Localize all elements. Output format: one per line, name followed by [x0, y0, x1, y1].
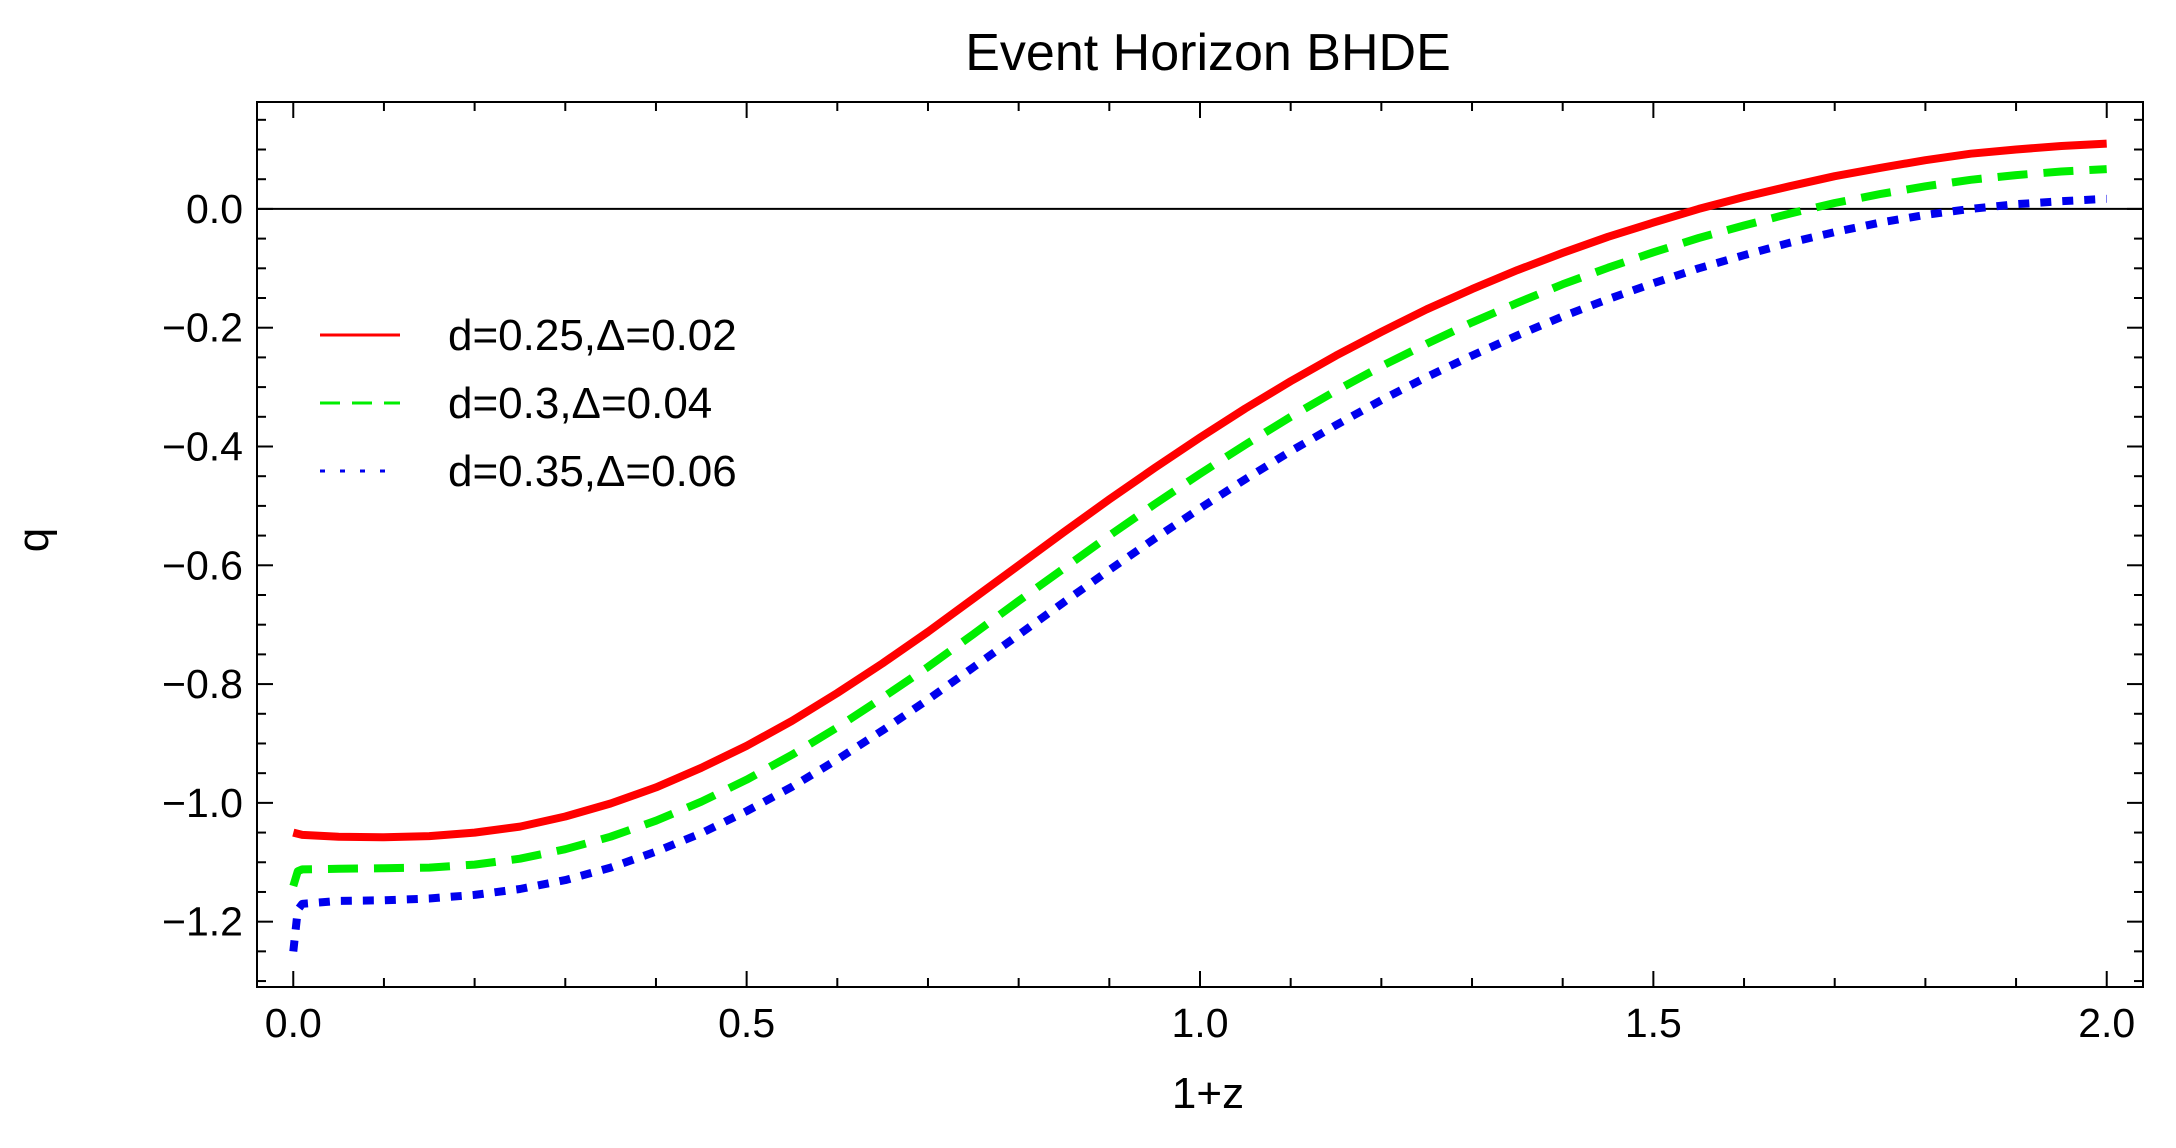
chart-title: Event Horizon BHDE: [965, 24, 1451, 82]
y-axis-title: q: [9, 528, 58, 552]
axis-ticks: [257, 102, 2143, 987]
y-tick-label: −0.2: [162, 305, 243, 351]
y-tick-label: −1.2: [162, 899, 243, 945]
series-line-1: [292, 139, 2107, 842]
y-tick-label: −0.8: [162, 661, 243, 707]
x-tick-label: 0.0: [265, 1000, 322, 1046]
y-tick-label: −0.6: [162, 542, 243, 588]
x-axis-title: 1+z: [1172, 1069, 1244, 1118]
y-tick-label: 0.0: [186, 186, 243, 232]
tick-labels: 0.0 0.5 1.0 1.5 2.0 0.0 −0.2 −0.4 −0.6 −0.8 −1.0 −1…: [162, 186, 2135, 1046]
series-group: [289, 139, 2107, 952]
x-tick-label: 1.5: [1625, 1000, 1682, 1046]
series-line-3: [289, 194, 2107, 952]
legend-label-2: d=0.3,Δ=0.04: [448, 379, 712, 428]
y-tick-label: −1.0: [162, 780, 243, 826]
legend-label-3: d=0.35,Δ=0.06: [448, 447, 737, 496]
legend: d=0.25,Δ=0.02 d=0.3,Δ=0.04 d=0.35,Δ=0.06: [320, 311, 737, 496]
x-tick-label: 0.5: [718, 1000, 775, 1046]
x-tick-label: 1.0: [1172, 1000, 1229, 1046]
series-line-2: [289, 165, 2107, 888]
x-tick-label: 2.0: [2078, 1000, 2135, 1046]
y-tick-label: −0.4: [162, 423, 243, 469]
legend-label-1: d=0.25,Δ=0.02: [448, 311, 737, 360]
